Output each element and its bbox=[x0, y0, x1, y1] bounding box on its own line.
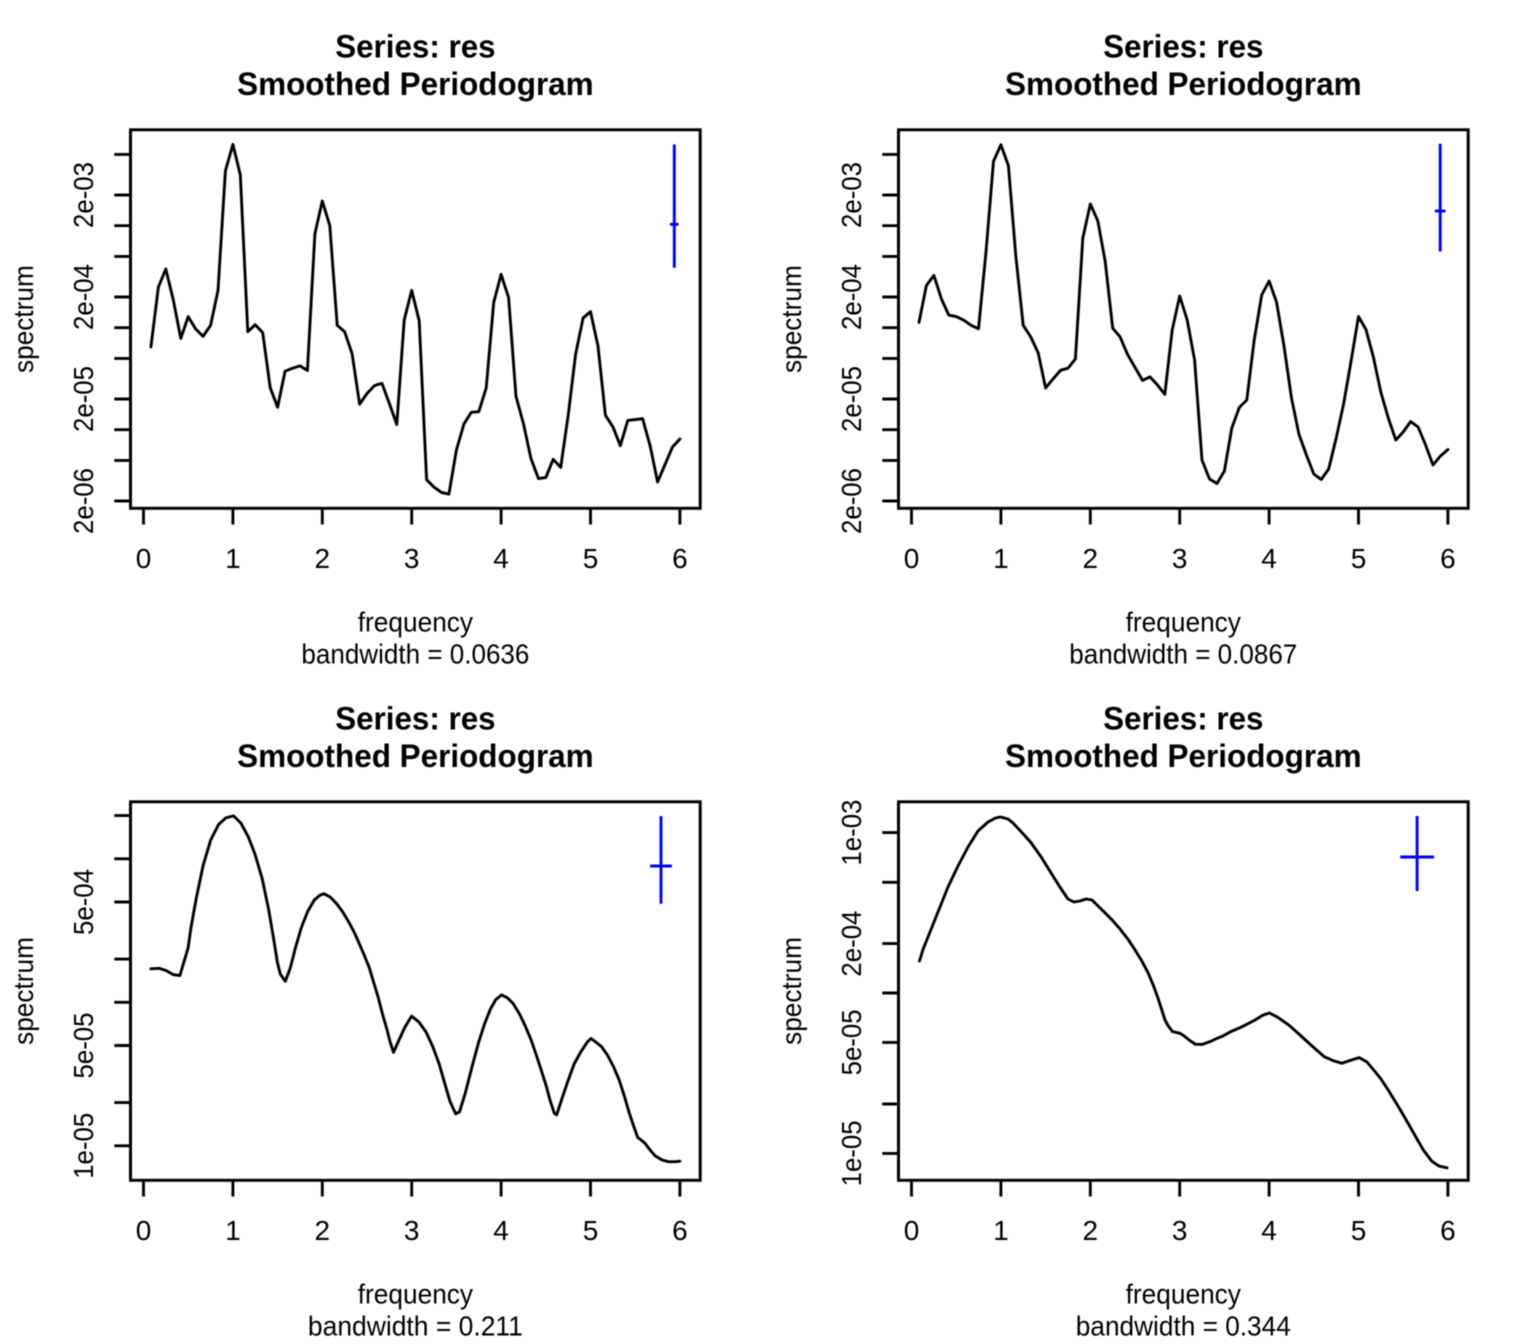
svg-text:Smoothed Periodogram: Smoothed Periodogram bbox=[237, 738, 594, 774]
svg-text:2: 2 bbox=[315, 1215, 331, 1246]
svg-text:1: 1 bbox=[993, 543, 1009, 574]
svg-text:3: 3 bbox=[1172, 543, 1188, 574]
svg-text:2e-04: 2e-04 bbox=[836, 911, 867, 977]
svg-text:spectrum: spectrum bbox=[8, 937, 39, 1045]
svg-text:5: 5 bbox=[583, 1215, 599, 1246]
svg-text:Smoothed Periodogram: Smoothed Periodogram bbox=[237, 66, 594, 102]
svg-text:2: 2 bbox=[1083, 543, 1099, 574]
svg-text:5e-05: 5e-05 bbox=[836, 1009, 867, 1075]
svg-text:3: 3 bbox=[404, 543, 420, 574]
svg-text:4: 4 bbox=[493, 543, 509, 574]
svg-text:Series: res: Series: res bbox=[1103, 28, 1263, 64]
svg-text:Series: res: Series: res bbox=[335, 700, 495, 736]
svg-text:4: 4 bbox=[493, 1215, 509, 1246]
svg-text:bandwidth = 0.0867: bandwidth = 0.0867 bbox=[1069, 638, 1297, 669]
svg-text:Smoothed Periodogram: Smoothed Periodogram bbox=[1005, 738, 1362, 774]
svg-text:frequency: frequency bbox=[1126, 1279, 1241, 1310]
svg-text:spectrum: spectrum bbox=[8, 265, 39, 373]
svg-text:4: 4 bbox=[1261, 543, 1277, 574]
svg-text:6: 6 bbox=[1440, 543, 1456, 574]
svg-text:frequency: frequency bbox=[358, 1279, 473, 1310]
svg-text:3: 3 bbox=[1172, 1215, 1188, 1246]
svg-text:2e-05: 2e-05 bbox=[68, 366, 99, 432]
svg-text:5e-05: 5e-05 bbox=[68, 1013, 99, 1079]
svg-text:frequency: frequency bbox=[1126, 607, 1241, 638]
svg-text:2e-03: 2e-03 bbox=[836, 162, 867, 228]
svg-text:frequency: frequency bbox=[358, 607, 473, 638]
svg-text:6: 6 bbox=[672, 543, 688, 574]
svg-text:2e-06: 2e-06 bbox=[836, 468, 867, 534]
svg-text:spectrum: spectrum bbox=[776, 265, 807, 373]
svg-text:3: 3 bbox=[404, 1215, 420, 1246]
svg-text:bandwidth = 0.211: bandwidth = 0.211 bbox=[308, 1310, 523, 1341]
svg-text:bandwidth = 0.0636: bandwidth = 0.0636 bbox=[301, 638, 529, 669]
svg-text:Series: res: Series: res bbox=[1103, 700, 1263, 736]
svg-text:0: 0 bbox=[136, 543, 152, 574]
svg-text:0: 0 bbox=[136, 1215, 152, 1246]
svg-text:6: 6 bbox=[1440, 1215, 1456, 1246]
svg-text:1e-05: 1e-05 bbox=[836, 1120, 867, 1186]
svg-text:0: 0 bbox=[904, 1215, 920, 1246]
svg-text:2e-06: 2e-06 bbox=[68, 468, 99, 534]
svg-text:6: 6 bbox=[672, 1215, 688, 1246]
svg-text:2e-04: 2e-04 bbox=[68, 264, 99, 330]
svg-text:5e-04: 5e-04 bbox=[68, 869, 99, 935]
svg-text:0: 0 bbox=[904, 543, 920, 574]
svg-text:Smoothed Periodogram: Smoothed Periodogram bbox=[1005, 66, 1362, 102]
svg-text:1: 1 bbox=[225, 543, 241, 574]
svg-text:2e-05: 2e-05 bbox=[836, 366, 867, 432]
svg-text:1e-05: 1e-05 bbox=[68, 1113, 99, 1179]
svg-text:5: 5 bbox=[1351, 543, 1367, 574]
svg-text:2: 2 bbox=[1083, 1215, 1099, 1246]
svg-text:2: 2 bbox=[315, 543, 331, 574]
svg-text:bandwidth = 0.344: bandwidth = 0.344 bbox=[1076, 1310, 1291, 1341]
svg-text:2e-03: 2e-03 bbox=[68, 162, 99, 228]
svg-text:2e-04: 2e-04 bbox=[836, 264, 867, 330]
svg-text:Series: res: Series: res bbox=[335, 28, 495, 64]
svg-text:1: 1 bbox=[993, 1215, 1009, 1246]
svg-text:4: 4 bbox=[1261, 1215, 1277, 1246]
svg-text:5: 5 bbox=[583, 543, 599, 574]
svg-text:1e-03: 1e-03 bbox=[836, 800, 867, 866]
svg-text:spectrum: spectrum bbox=[776, 937, 807, 1045]
svg-text:1: 1 bbox=[225, 1215, 241, 1246]
svg-text:5: 5 bbox=[1351, 1215, 1367, 1246]
